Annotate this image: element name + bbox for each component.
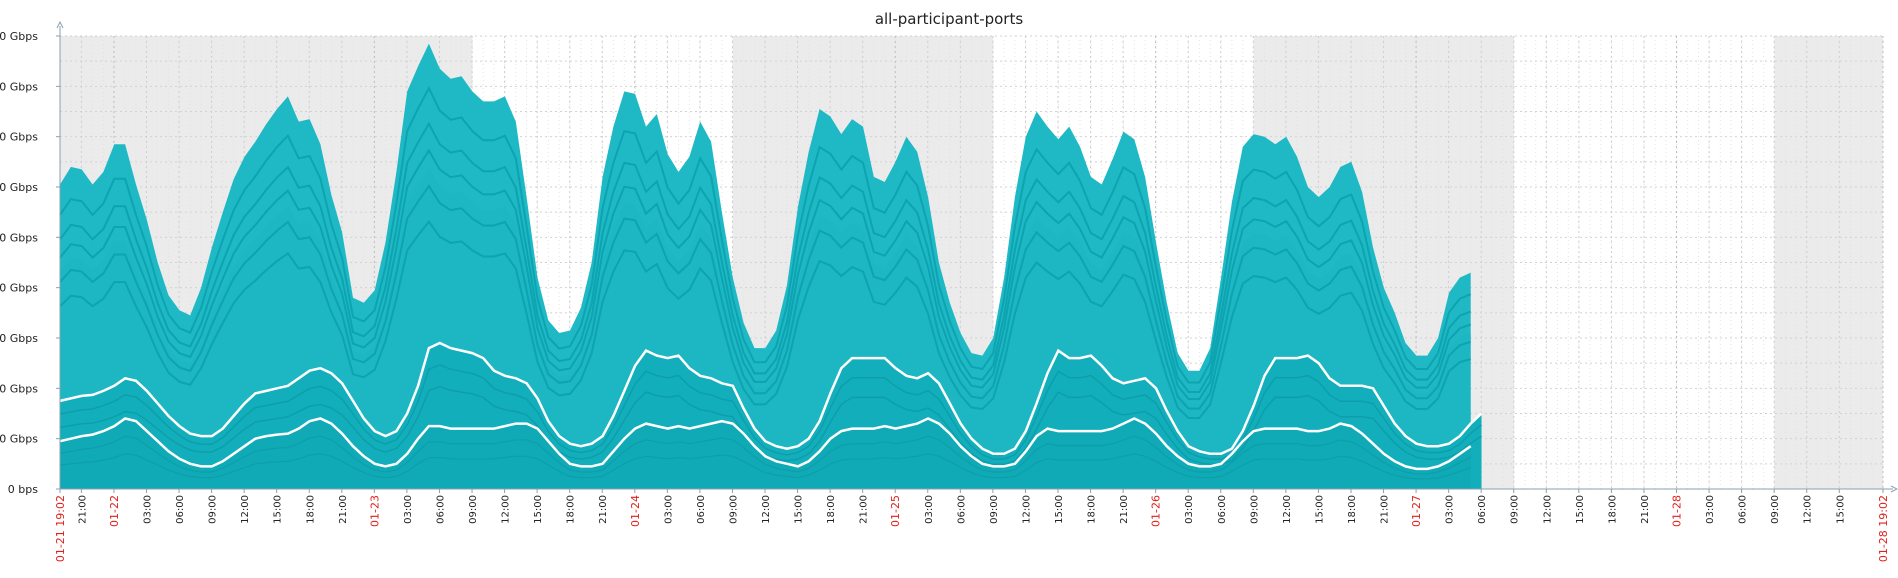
x-tick-date-label: 01-27 xyxy=(1410,495,1423,527)
x-tick-label: 03:00 xyxy=(142,495,153,524)
y-axis-arrow xyxy=(56,20,64,29)
x-tick-label: 21:00 xyxy=(1640,495,1651,524)
x-tick-label: 15:00 xyxy=(1054,495,1065,524)
x-tick-label: 15:00 xyxy=(533,495,544,524)
separator-line xyxy=(59,341,1483,456)
x-tick-date-label: 01-28 19:02 xyxy=(1877,495,1890,562)
x-tick-label: 15:00 xyxy=(1575,495,1586,524)
x-tick-label: 09:00 xyxy=(1770,495,1781,524)
chart-title: all-participant-ports xyxy=(875,10,1024,28)
x-tick-label: 03:00 xyxy=(663,495,674,524)
x-tick-label: 12:00 xyxy=(761,495,772,524)
x-tick-label: 09:00 xyxy=(989,495,1000,524)
y-axis-ticks: 0 bps 10 Gbps 20 Gbps 30 Gbps 40 Gbps 50 Gbps… xyxy=(0,30,60,496)
x-tick-label: 06:00 xyxy=(1738,495,1749,524)
y-tick-label: 20 Gbps xyxy=(0,382,38,395)
stack-line xyxy=(59,220,1471,419)
x-tick-label: 12:00 xyxy=(240,495,251,524)
x-tick-label: 03:00 xyxy=(924,495,935,524)
x-tick-label: 03:00 xyxy=(403,495,414,524)
x-tick-label: 18:00 xyxy=(305,495,316,524)
x-tick-label: 15:00 xyxy=(1314,495,1325,524)
x-tick-label: 06:00 xyxy=(1217,495,1228,524)
stack-line xyxy=(59,364,1482,460)
x-tick-label: 03:00 xyxy=(1705,495,1716,524)
y-tick-label: 30 Gbps xyxy=(0,332,38,345)
stack-line xyxy=(59,148,1472,401)
x-tick-label: 12:00 xyxy=(1542,495,1553,524)
x-tick-label: 18:00 xyxy=(1087,495,1098,524)
x-tick-label: 15:00 xyxy=(1835,495,1846,524)
x-tick-label: 06:00 xyxy=(435,495,446,524)
stack-line xyxy=(59,435,1471,475)
x-tick-date-label: 01-23 xyxy=(368,495,381,527)
x-tick-label: 18:00 xyxy=(826,495,837,524)
x-tick-label: 06:00 xyxy=(1477,495,1488,524)
x-tick-label: 09:00 xyxy=(1249,495,1260,524)
x-tick-label: 09:00 xyxy=(1510,495,1521,524)
x-tick-label: 09:00 xyxy=(468,495,479,524)
y-tick-label: 0 bps xyxy=(8,483,38,496)
x-tick-label: 21:00 xyxy=(1119,495,1130,524)
x-tick-label: 12:00 xyxy=(1803,495,1814,524)
x-tick-label: 21:00 xyxy=(338,495,349,524)
x-axis-arrow xyxy=(1890,485,1898,493)
axes xyxy=(56,20,1898,493)
x-tick-date-label: 01-26 xyxy=(1150,495,1163,527)
x-tick-date-label: 01-24 xyxy=(629,495,642,527)
x-tick-label: 12:00 xyxy=(501,495,512,524)
x-axis-ticks: 01-21 19:02 21:00 01-22 03:00 06:00 09:00 12:0… xyxy=(54,489,1890,562)
x-tick-label: 15:00 xyxy=(794,495,805,524)
x-tick-label: 03:00 xyxy=(1445,495,1456,524)
x-tick-label: 18:00 xyxy=(1347,495,1358,524)
x-tick-date-label: 01-21 19:02 xyxy=(54,495,67,562)
x-tick-date-label: 01-25 xyxy=(889,495,902,527)
stack-line xyxy=(59,121,1472,393)
x-tick-label: 09:00 xyxy=(208,495,219,524)
x-tick-label: 21:00 xyxy=(859,495,870,524)
x-tick-date-label: 01-22 xyxy=(108,495,121,527)
stack-line xyxy=(59,85,1472,384)
stack-line xyxy=(59,453,1471,480)
x-tick-label: 06:00 xyxy=(956,495,967,524)
x-tick-label: 21:00 xyxy=(598,495,609,524)
shaded-period xyxy=(1774,36,1883,489)
x-tick-label: 06:00 xyxy=(175,495,186,524)
x-tick-label: 12:00 xyxy=(1282,495,1293,524)
x-tick-label: 21:00 xyxy=(77,495,88,524)
y-tick-label: 70 Gbps xyxy=(0,131,38,144)
stack-line xyxy=(59,184,1471,410)
y-tick-label: 50 Gbps xyxy=(0,231,38,244)
area-lower xyxy=(60,418,1471,489)
x-tick-label: 03:00 xyxy=(1184,495,1195,524)
y-tick-label: 40 Gbps xyxy=(0,282,38,295)
x-tick-label: 06:00 xyxy=(696,495,707,524)
y-tick-label: 60 Gbps xyxy=(0,181,38,194)
x-tick-label: 18:00 xyxy=(566,495,577,524)
stack-line xyxy=(59,386,1482,466)
y-tick-label: 10 Gbps xyxy=(0,433,38,446)
y-tick-label: 80 Gbps xyxy=(0,80,38,93)
x-tick-label: 15:00 xyxy=(273,495,284,524)
x-tick-label: 18:00 xyxy=(1607,495,1618,524)
y-tick-label: 90 Gbps xyxy=(0,30,38,43)
traffic-areas xyxy=(59,43,1483,490)
x-tick-label: 09:00 xyxy=(728,495,739,524)
x-tick-date-label: 01-28 xyxy=(1671,495,1684,527)
separator-line xyxy=(59,417,1472,471)
x-tick-label: 12:00 xyxy=(1021,495,1032,524)
x-tick-label: 21:00 xyxy=(1380,495,1391,524)
